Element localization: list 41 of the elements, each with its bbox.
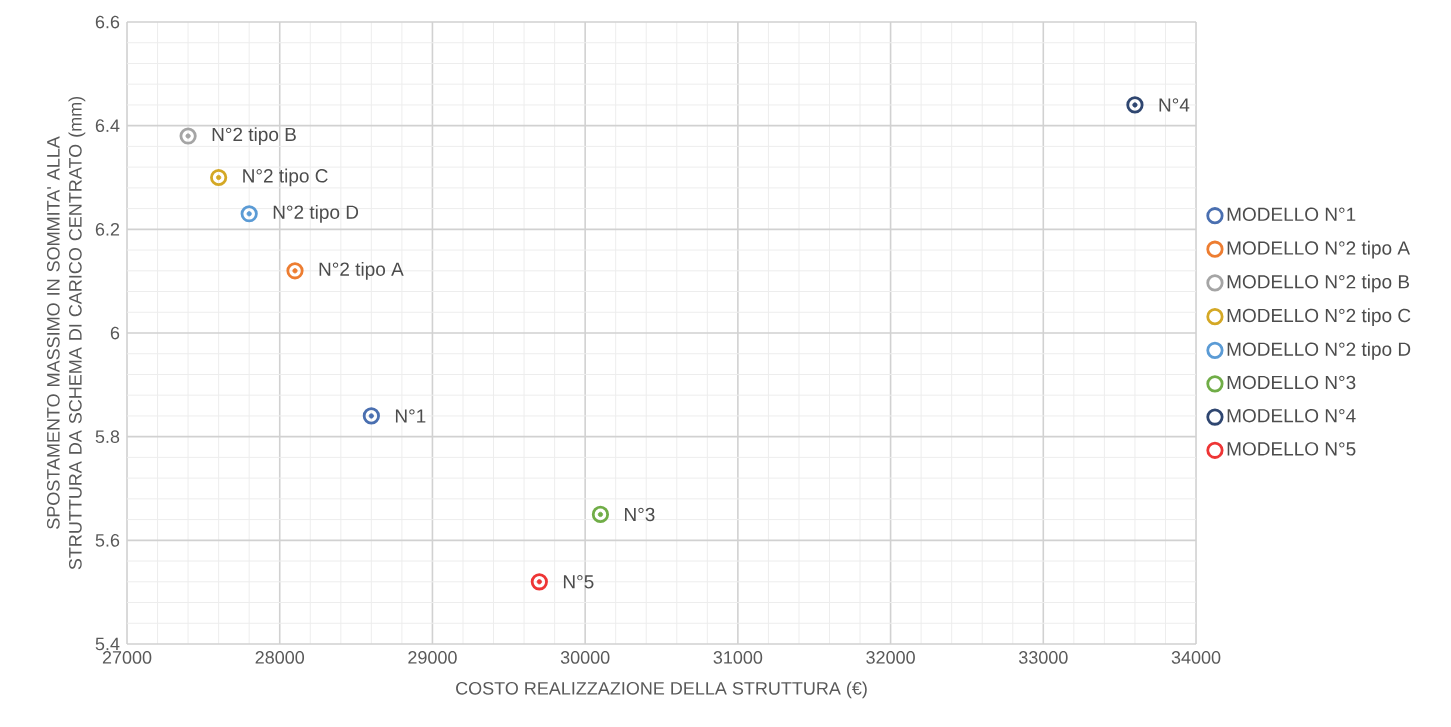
legend-label: MODELLO N°2 tipo C [1227,308,1411,326]
legend-label: MODELLO N°4 [1227,408,1356,423]
point [362,407,380,425]
x-tick-label: 28000 [255,651,305,664]
legend-label: MODELLO N°2 tipo B [1227,274,1410,293]
point [530,573,548,591]
legend-label: MODELLO N°5 [1227,442,1356,456]
annotation: N°5 [563,575,594,589]
y-tick-label: 5.8 [95,430,120,444]
x-tick-label: 34000 [1171,651,1221,664]
y-tick-label: 5.6 [95,533,120,547]
point [210,168,228,187]
x-tick-label: 31000 [713,651,763,664]
x-axis-title: COSTO REALIZZAZIONE DELLA STRUTTURA (€) [456,681,867,699]
legend-label: MODELLO N°1 [1227,207,1356,222]
annotation: N°2 tipo B [212,127,296,145]
legend-label: MODELLO N°2 tipo D [1227,341,1411,360]
point [179,127,197,145]
point [591,505,610,524]
point [286,262,304,280]
annotation: N°2 tipo C [243,168,328,187]
y-tick-label: 5.4 [95,637,120,651]
x-tick-label: 30000 [560,651,610,664]
legend-label: MODELLO N°3 [1227,375,1356,390]
y-tick-label: 6 [110,326,120,340]
annotation: N°2 tipo A [319,261,404,280]
x-tick-label: 33000 [1018,651,1068,664]
annotation: N°3 [625,507,655,522]
y-tick-label: 6.2 [95,222,120,236]
annotation: N°1 [395,409,426,423]
annotation: N°4 [1159,98,1190,112]
point [240,205,258,223]
y-axis-title: SPOSTAMENTO MASSIMO IN SOMMITA' ALLA STRUTTURA DA SCHEMA DI CARICO CENTRATO (mm) [46,96,86,570]
x-tick-label: 27000 [102,651,152,664]
y-tick-label: 6.4 [95,119,120,133]
y-tick-label: 6.6 [95,15,120,29]
x-tick-label: 29000 [408,651,457,664]
annotation: N°2 tipo D [273,204,359,223]
legend-label: MODELLO N°2 tipo A [1227,240,1411,259]
x-tick-label: 32000 [866,651,915,664]
point [1126,96,1144,114]
